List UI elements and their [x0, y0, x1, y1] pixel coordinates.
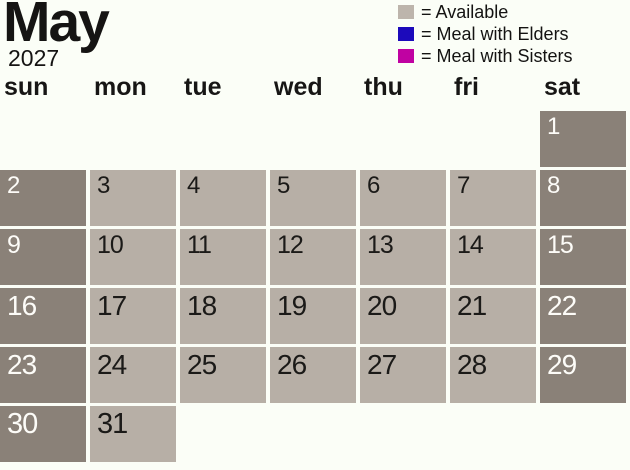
day-number: 3: [97, 172, 110, 199]
legend-label: = Available: [421, 1, 509, 22]
year-label: 2027: [8, 45, 60, 71]
day-header-sun: sun: [4, 73, 49, 101]
calendar-empty-cell: [270, 111, 356, 167]
calendar-day-cell[interactable]: 20: [360, 288, 446, 344]
day-number: 13: [367, 231, 394, 259]
calendar-day-cell[interactable]: 23: [0, 347, 86, 403]
calendar-empty-cell: [450, 111, 536, 167]
calendar-empty-cell: [360, 406, 446, 462]
calendar-day-cell[interactable]: 27: [360, 347, 446, 403]
calendar-day-cell[interactable]: 5: [270, 170, 356, 226]
meal-with-elders-swatch-icon: [398, 27, 414, 41]
day-number: 31: [97, 408, 128, 440]
legend-item-meal-with-sisters: = Meal with Sisters: [398, 45, 573, 67]
day-header-thu: thu: [364, 73, 403, 101]
day-number: 8: [547, 172, 560, 199]
legend-item-available: = Available: [398, 1, 573, 23]
calendar-day-cell[interactable]: 10: [90, 229, 176, 285]
day-header-wed: wed: [274, 73, 323, 101]
calendar-day-cell[interactable]: 1: [540, 111, 626, 167]
calendar-empty-cell: [360, 111, 446, 167]
calendar-day-cell[interactable]: 29: [540, 347, 626, 403]
day-number: 24: [97, 349, 127, 380]
day-header-tue: tue: [184, 73, 222, 101]
calendar-day-cell[interactable]: 14: [450, 229, 536, 285]
calendar-day-cell[interactable]: 18: [180, 288, 266, 344]
calendar-day-cell[interactable]: 28: [450, 347, 536, 403]
available-swatch-icon: [398, 5, 414, 19]
calendar-day-cell[interactable]: 2: [0, 170, 86, 226]
day-number: 20: [367, 290, 397, 321]
calendar-day-cell[interactable]: 11: [180, 229, 266, 285]
calendar-day-cell[interactable]: 12: [270, 229, 356, 285]
day-number: 28: [457, 349, 487, 380]
calendar-empty-cell: [540, 406, 626, 462]
day-number: 10: [97, 231, 124, 259]
day-number: 29: [547, 349, 577, 380]
calendar-day-cell[interactable]: 19: [270, 288, 356, 344]
calendar-empty-cell: [90, 111, 176, 167]
calendar-empty-cell: [180, 406, 266, 462]
day-header-mon: mon: [94, 73, 147, 101]
legend: = Available = Meal with Elders = Meal wi…: [398, 1, 573, 67]
calendar-day-cell[interactable]: 3: [90, 170, 176, 226]
day-number: 1: [547, 113, 560, 140]
day-number: 21: [457, 290, 487, 321]
calendar-title-block: May 2027: [3, 0, 110, 72]
calendar-day-cell[interactable]: 26: [270, 347, 356, 403]
calendar-day-cell[interactable]: 31: [90, 406, 176, 462]
day-number: 22: [547, 290, 577, 321]
calendar-empty-cell: [270, 406, 356, 462]
day-number: 2: [7, 172, 20, 199]
day-number: 11: [187, 231, 212, 259]
calendar-day-cell[interactable]: 9: [0, 229, 86, 285]
month-title: May: [3, 0, 110, 54]
day-header-fri: fri: [454, 73, 479, 101]
day-number: 4: [187, 172, 200, 199]
calendar-day-cell[interactable]: 6: [360, 170, 446, 226]
day-number: 9: [7, 231, 21, 259]
calendar-empty-cell: [0, 111, 86, 167]
calendar-day-cell[interactable]: 22: [540, 288, 626, 344]
day-number: 7: [457, 172, 470, 199]
day-number: 23: [7, 349, 37, 380]
calendar-day-cell[interactable]: 30: [0, 406, 86, 462]
day-number: 18: [187, 290, 217, 321]
calendar-day-cell[interactable]: 16: [0, 288, 86, 344]
day-number: 15: [547, 231, 574, 259]
day-number: 27: [367, 349, 397, 380]
legend-label: = Meal with Sisters: [421, 45, 573, 66]
calendar-grid: 1 2 3 4 5 6 7 8 9 10 11 12 13 14 15 16 17 18 19 20 21 22 23 24 2…: [0, 111, 626, 462]
day-number: 17: [97, 290, 127, 321]
calendar-day-cell[interactable]: 25: [180, 347, 266, 403]
calendar-day-cell[interactable]: 17: [90, 288, 176, 344]
day-number: 12: [277, 231, 304, 259]
day-number: 5: [277, 172, 290, 199]
calendar-day-cell[interactable]: 15: [540, 229, 626, 285]
calendar-day-cell[interactable]: 24: [90, 347, 176, 403]
meal-with-sisters-swatch-icon: [398, 49, 414, 63]
calendar-empty-cell: [450, 406, 536, 462]
calendar-day-cell[interactable]: 4: [180, 170, 266, 226]
calendar-empty-cell: [180, 111, 266, 167]
day-number: 26: [277, 349, 307, 380]
day-number: 30: [7, 408, 38, 440]
calendar-day-cell[interactable]: 13: [360, 229, 446, 285]
day-header-sat: sat: [544, 73, 581, 101]
legend-item-meal-with-elders: = Meal with Elders: [398, 23, 573, 45]
day-number: 14: [457, 231, 484, 259]
day-number: 19: [277, 290, 307, 321]
day-header-row: sun mon tue wed thu fri sat: [0, 74, 626, 100]
calendar-day-cell[interactable]: 21: [450, 288, 536, 344]
calendar-day-cell[interactable]: 7: [450, 170, 536, 226]
legend-label: = Meal with Elders: [421, 23, 569, 44]
day-number: 6: [367, 172, 380, 199]
day-number: 16: [7, 290, 37, 321]
day-number: 25: [187, 349, 217, 380]
calendar-day-cell[interactable]: 8: [540, 170, 626, 226]
